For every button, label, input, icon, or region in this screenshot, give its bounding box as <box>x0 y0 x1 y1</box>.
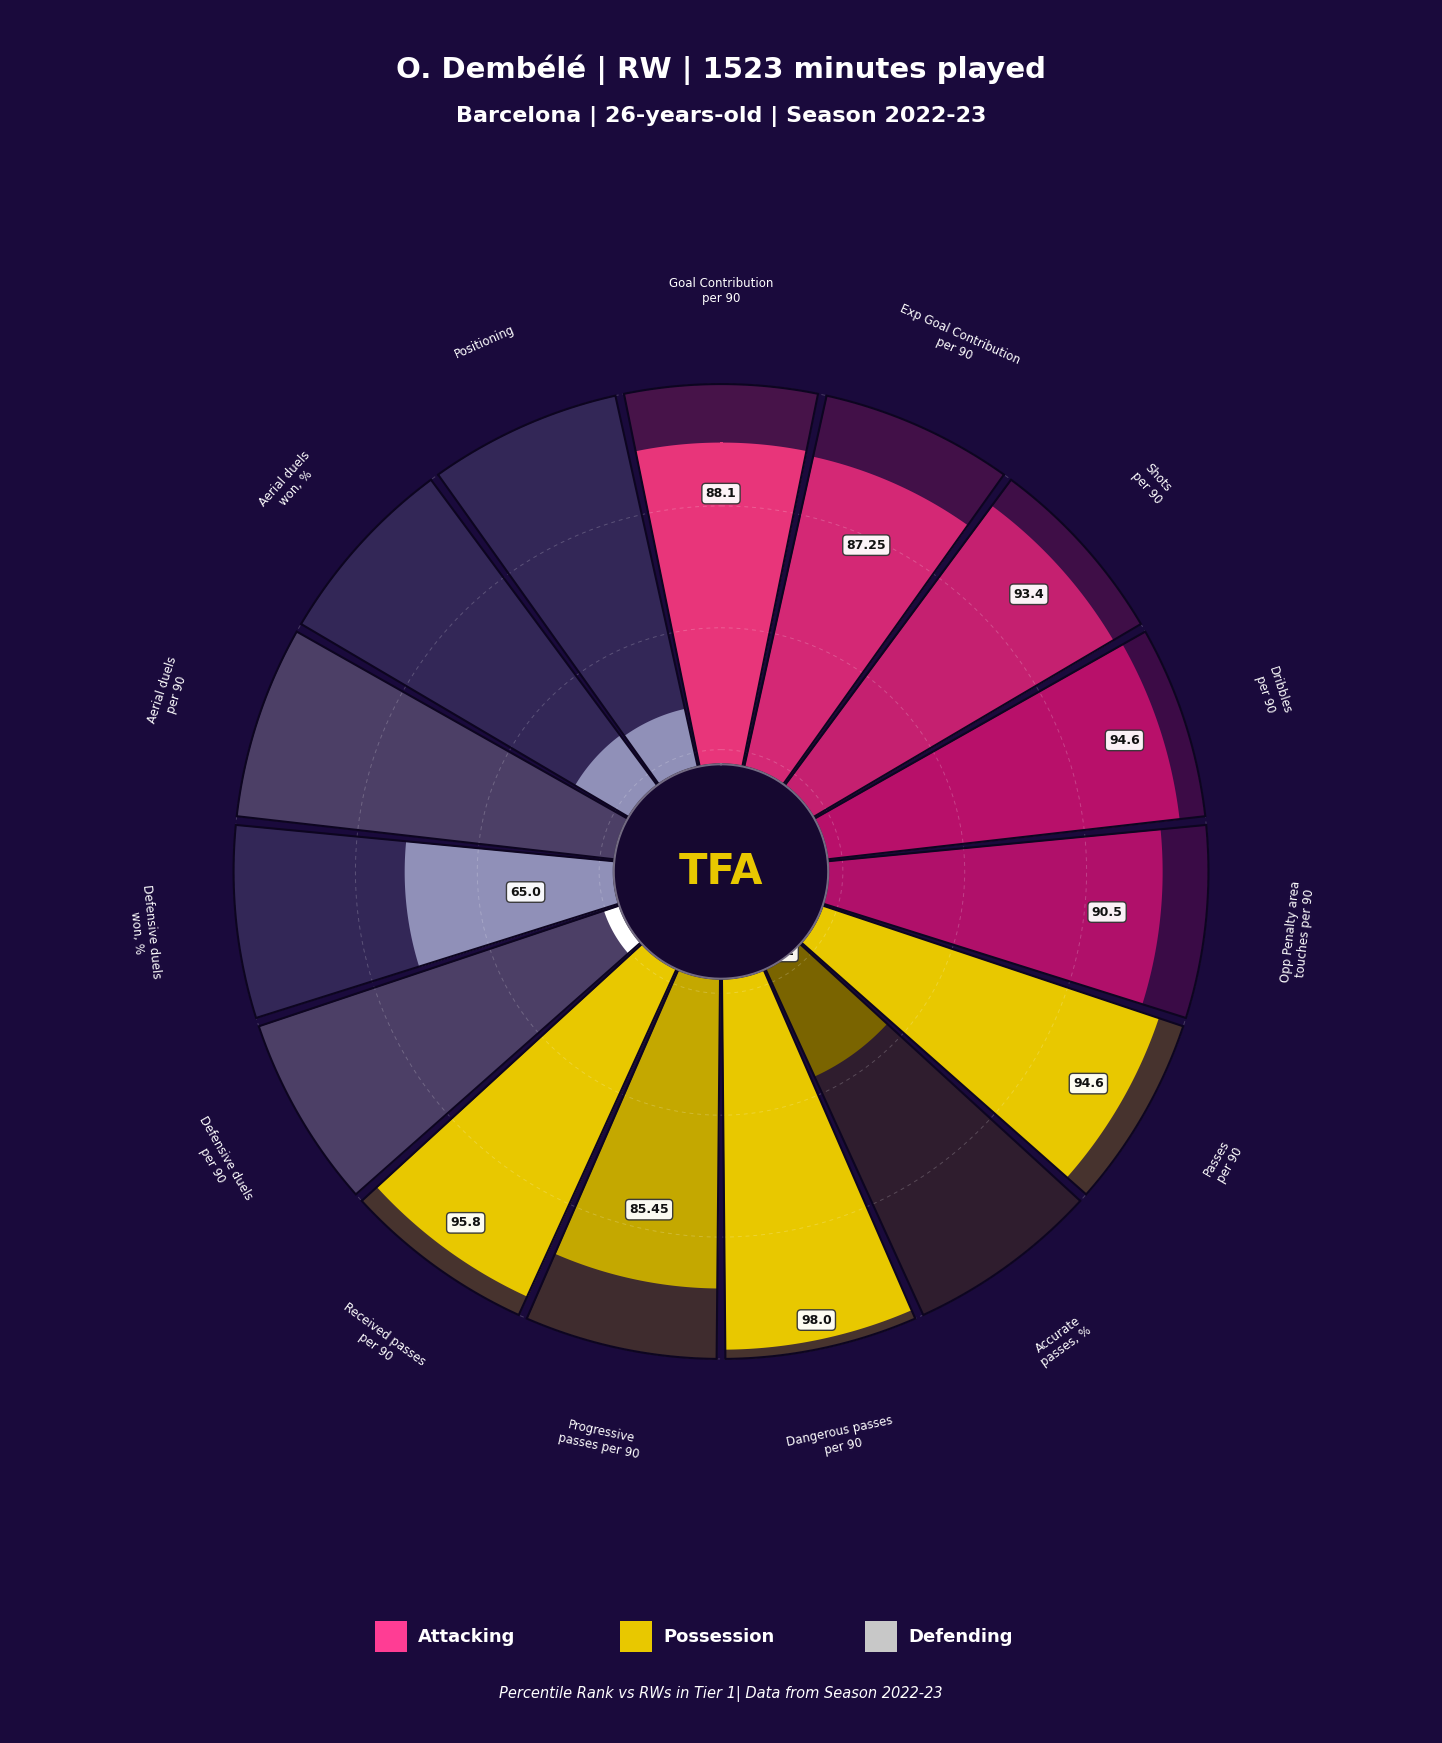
Text: 98.0: 98.0 <box>800 1314 832 1326</box>
Text: Dangerous passes
per 90: Dangerous passes per 90 <box>786 1414 897 1464</box>
Text: Progressive
passes per 90: Progressive passes per 90 <box>557 1417 643 1461</box>
Text: Aerial duels
per 90: Aerial duels per 90 <box>146 655 193 730</box>
Text: TFA: TFA <box>679 851 763 892</box>
Text: 85.45: 85.45 <box>629 1203 669 1217</box>
Text: 34.9: 34.9 <box>663 828 695 840</box>
Text: Exp Goal Contribution
per 90: Exp Goal Contribution per 90 <box>891 302 1022 380</box>
Text: Defensive duels
won, %: Defensive duels won, % <box>125 884 163 981</box>
Text: Dribbles
per 90: Dribbles per 90 <box>1252 664 1293 720</box>
Text: 94.6: 94.6 <box>1109 734 1139 748</box>
Text: Goal Contribution
per 90: Goal Contribution per 90 <box>669 277 773 305</box>
Text: 9.4: 9.4 <box>705 863 727 877</box>
Text: 65.0: 65.0 <box>510 885 541 899</box>
Text: 95.8: 95.8 <box>450 1217 482 1229</box>
Text: O. Dembélé | RW | 1523 minutes played: O. Dembélé | RW | 1523 minutes played <box>397 54 1045 85</box>
Text: Shots
per 90: Shots per 90 <box>1129 460 1175 507</box>
Text: Percentile Rank vs RWs in Tier 1| Data from Season 2022-23: Percentile Rank vs RWs in Tier 1| Data f… <box>499 1685 943 1703</box>
Text: 88.1: 88.1 <box>705 486 737 500</box>
Text: 87.25: 87.25 <box>846 539 887 551</box>
Text: Passes
per 90: Passes per 90 <box>1201 1138 1246 1185</box>
Text: Aerial duels
won, %: Aerial duels won, % <box>257 448 323 519</box>
Polygon shape <box>614 763 828 980</box>
Text: 93.4: 93.4 <box>1014 587 1044 601</box>
Text: 90.5: 90.5 <box>1092 906 1122 919</box>
Text: Barcelona | 26-years-old | Season 2022-23: Barcelona | 26-years-old | Season 2022-2… <box>456 106 986 127</box>
Text: 25.4: 25.4 <box>679 880 711 892</box>
Text: Defending: Defending <box>908 1628 1012 1645</box>
Text: Opp Penalty area
touches per 90: Opp Penalty area touches per 90 <box>1279 880 1317 985</box>
Text: Attacking: Attacking <box>418 1628 516 1645</box>
Text: 94.6: 94.6 <box>1073 1077 1103 1089</box>
Text: Received passes
per 90: Received passes per 90 <box>332 1300 428 1380</box>
Text: Accurate
passes, %: Accurate passes, % <box>1030 1312 1094 1370</box>
Text: Possession: Possession <box>663 1628 774 1645</box>
Text: 46.1: 46.1 <box>764 945 795 959</box>
Text: 34.3: 34.3 <box>684 814 714 828</box>
Text: Positioning: Positioning <box>453 322 518 361</box>
Text: Defensive duels
per 90: Defensive duels per 90 <box>183 1114 254 1210</box>
